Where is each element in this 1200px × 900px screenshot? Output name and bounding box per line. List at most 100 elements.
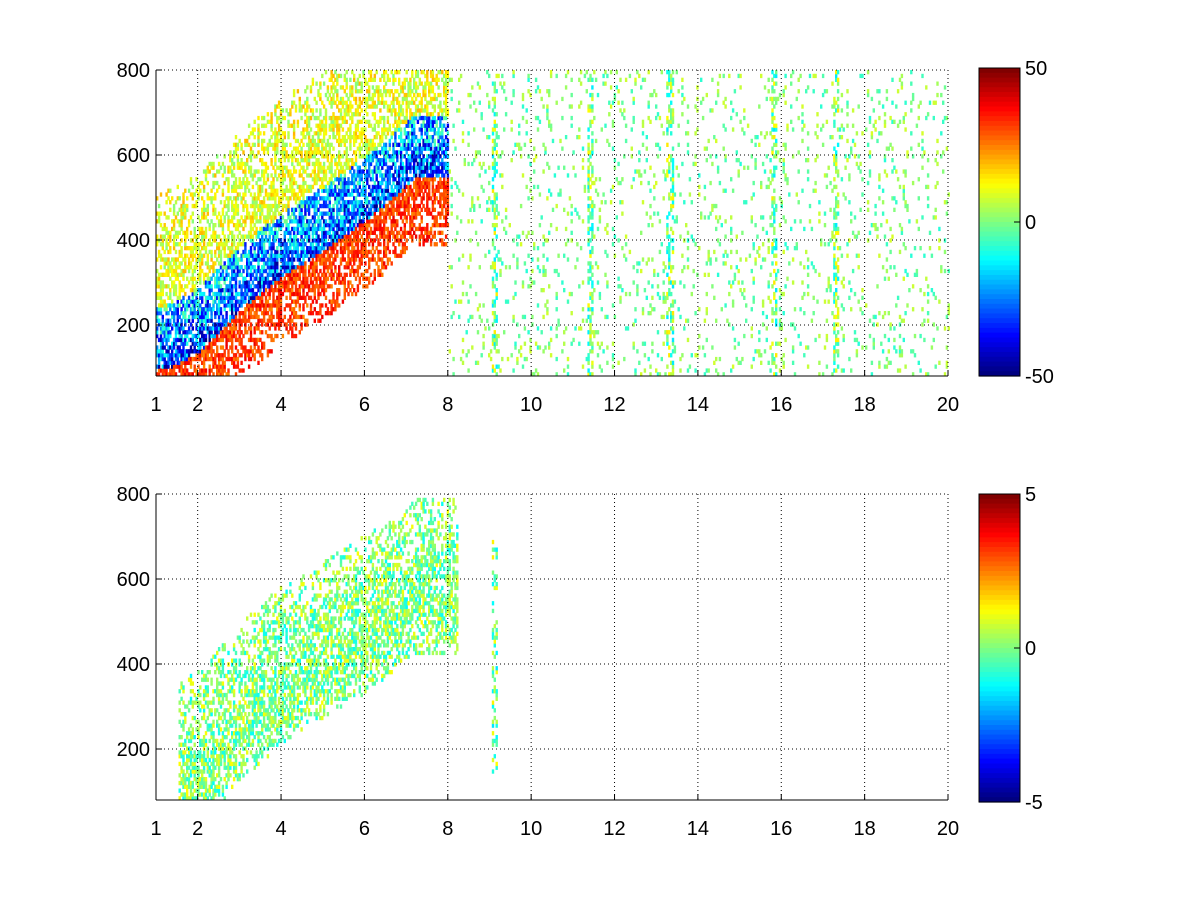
heatmap-cell: [429, 165, 433, 170]
heatmap-cell: [298, 196, 301, 201]
heatmap-cell: [167, 345, 170, 350]
heatmap-cell: [261, 203, 264, 209]
heatmap-cell: [249, 268, 253, 274]
heatmap-cell: [240, 196, 243, 201]
heatmap-cell: [176, 349, 179, 354]
heatmap-cell: [176, 219, 179, 224]
heatmap-cell: [401, 112, 405, 117]
heatmap-cell: [189, 288, 193, 293]
heatmap-cell: [304, 230, 307, 235]
heatmap-cell: [253, 215, 256, 220]
heatmap-cell: [246, 203, 249, 209]
heatmap-cell: [251, 299, 255, 304]
heatmap-cell: [428, 100, 431, 105]
heatmap-cell: [302, 257, 305, 262]
heatmap-cell: [351, 115, 354, 121]
heatmap-cell: [165, 318, 168, 323]
heatmap-cell: [384, 146, 388, 151]
heatmap-cell: [371, 92, 375, 98]
heatmap-cell: [369, 219, 373, 224]
heatmap-cell: [366, 223, 369, 228]
heatmap-cell: [368, 234, 371, 239]
heatmap-cell: [336, 96, 339, 102]
heatmap-cell: [257, 284, 260, 289]
heatmap-cell: [159, 349, 163, 354]
heatmap-cell: [311, 150, 315, 155]
heatmap-cell: [315, 230, 318, 235]
heatmap-cell: [326, 307, 330, 312]
heatmap-cell: [407, 131, 410, 136]
heatmap-cell: [326, 150, 330, 155]
heatmap-cell: [437, 184, 440, 190]
heatmap-cell: [379, 188, 382, 193]
heatmap-cell: [182, 314, 185, 320]
heatmap-cell: [255, 311, 258, 316]
heatmap-cell: [326, 180, 330, 186]
heatmap-cell: [383, 203, 386, 209]
heatmap-cell: [349, 268, 352, 274]
heatmap-cell: [313, 261, 316, 266]
heatmap-cell: [261, 284, 264, 289]
heatmap-cell: [261, 146, 264, 151]
heatmap-cell: [321, 234, 324, 239]
heatmap-cell: [167, 349, 170, 354]
heatmap-cell: [302, 246, 305, 251]
heatmap-cell: [268, 261, 271, 266]
heatmap-cell: [201, 238, 204, 243]
heatmap-cell: [368, 249, 371, 255]
heatmap-cell: [375, 177, 378, 182]
heatmap-cell: [167, 272, 170, 277]
heatmap-cell: [304, 272, 307, 277]
heatmap-cell: [368, 173, 371, 178]
heatmap-cell: [345, 261, 348, 266]
heatmap-cell: [405, 142, 408, 147]
heatmap-cell: [212, 230, 215, 235]
heatmap-cell: [377, 257, 380, 262]
heatmap-cell: [362, 188, 365, 193]
heatmap-cell: [270, 318, 273, 323]
heatmap-cell: [433, 188, 436, 193]
heatmap-cell: [336, 249, 339, 255]
heatmap-cell: [339, 73, 343, 79]
heatmap-cell: [219, 299, 223, 304]
heatmap-cell: [379, 207, 382, 212]
heatmap-cell: [332, 226, 335, 232]
heatmap-cell: [343, 234, 346, 239]
heatmap-cell: [300, 223, 303, 228]
heatmap-cell: [253, 337, 256, 343]
heatmap-cell: [174, 261, 178, 266]
heatmap-cell: [364, 173, 367, 178]
heatmap-cell: [253, 223, 256, 228]
heatmap-cell: [358, 215, 361, 220]
heatmap-cell: [383, 70, 386, 75]
heatmap-cell: [240, 253, 243, 258]
heatmap-cell: [426, 180, 429, 186]
heatmap-cell: [156, 196, 159, 201]
heatmap-cell: [294, 314, 298, 320]
heatmap-cell: [266, 318, 270, 323]
heatmap-cell: [274, 268, 277, 274]
heatmap-cell: [399, 150, 403, 155]
heatmap-cell: [247, 326, 251, 331]
heatmap-cell: [317, 242, 320, 247]
heatmap-cell: [435, 154, 438, 159]
heatmap-cell: [366, 215, 369, 220]
heatmap-cell: [345, 265, 348, 270]
heatmap-cell: [270, 180, 273, 186]
heatmap-cell: [180, 268, 183, 274]
heatmap-cell: [336, 115, 339, 121]
heatmap-cell: [422, 180, 425, 186]
heatmap-cell: [322, 161, 326, 167]
heatmap-cell: [195, 257, 198, 262]
heatmap-cell: [202, 337, 206, 343]
heatmap-cell: [336, 219, 339, 224]
heatmap-cell: [165, 330, 168, 335]
heatmap-cell: [409, 226, 412, 232]
heatmap-cell: [345, 226, 348, 232]
heatmap-cell: [304, 207, 307, 212]
heatmap-cell: [287, 135, 290, 140]
heatmap-cell: [161, 288, 164, 293]
heatmap-cell: [429, 230, 433, 235]
heatmap-cell: [197, 299, 200, 304]
heatmap-cell: [399, 161, 403, 167]
